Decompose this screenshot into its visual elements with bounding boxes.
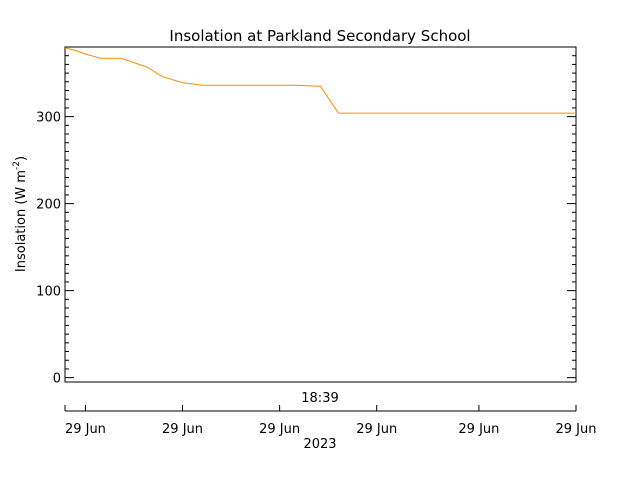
y-tick-label: 0 bbox=[53, 372, 61, 387]
insolation-series-line bbox=[64, 47, 576, 114]
x-tick-label: 29 Jun bbox=[65, 422, 106, 437]
y-axis-label: Insolation (W m-2) bbox=[12, 156, 29, 272]
plot-area: 0 100 200 300 bbox=[36, 46, 577, 387]
y-axis-label-prefix: Insolation (W m bbox=[14, 170, 29, 272]
y-axis-ticks bbox=[65, 46, 576, 379]
y-tick-label: 100 bbox=[36, 285, 61, 300]
x-axis-ticks bbox=[64, 405, 577, 411]
x-axis-tick-labels: 29 Jun 29 Jun 29 Jun 29 Jun 29 Jun 29 Jun bbox=[65, 422, 597, 437]
y-tick-label: 300 bbox=[36, 111, 61, 126]
y-axis-tick-labels: 0 100 200 300 bbox=[36, 111, 61, 387]
plot-frame bbox=[64, 46, 577, 383]
y-axis-label-suffix: ) bbox=[14, 156, 29, 161]
y-tick-label: 200 bbox=[36, 198, 61, 213]
y-axis-label-exponent: -2 bbox=[12, 161, 22, 170]
x-tick-label: 29 Jun bbox=[458, 422, 499, 437]
x-tick-label: 29 Jun bbox=[162, 422, 203, 437]
time-annotation: 18:39 bbox=[301, 391, 338, 406]
x-tick-label: 29 Jun bbox=[259, 422, 300, 437]
x-axis-year-label: 2023 bbox=[303, 437, 336, 452]
series-layer bbox=[64, 47, 576, 114]
x-tick-label: 29 Jun bbox=[556, 422, 597, 437]
x-tick-label: 29 Jun bbox=[356, 422, 397, 437]
x-axis: 29 Jun 29 Jun 29 Jun 29 Jun 29 Jun 29 Jun bbox=[64, 405, 597, 437]
chart-title: Insolation at Parkland Secondary School bbox=[169, 27, 470, 45]
